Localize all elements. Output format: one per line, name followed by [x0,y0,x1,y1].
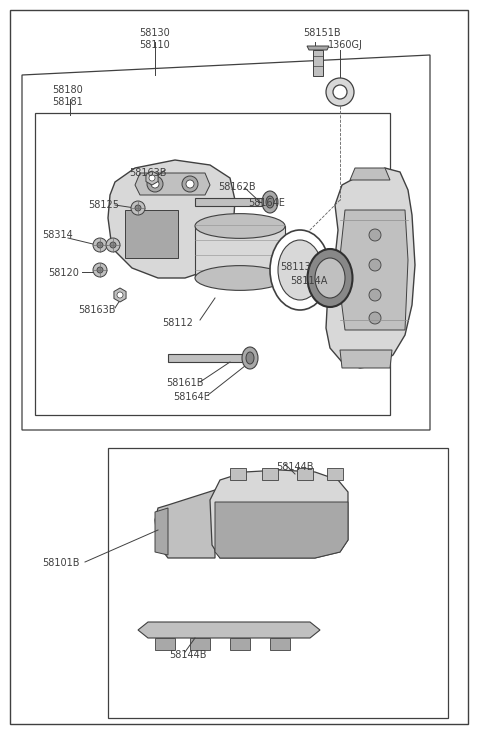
Polygon shape [230,638,250,650]
Ellipse shape [308,249,352,307]
Ellipse shape [246,352,254,364]
Text: 58151B: 58151B [303,28,341,38]
Text: 58144B: 58144B [169,650,207,660]
Polygon shape [350,168,390,180]
Circle shape [182,176,198,192]
Polygon shape [327,468,343,480]
Polygon shape [195,198,268,206]
Circle shape [369,259,381,271]
Text: 58120: 58120 [48,268,79,278]
Ellipse shape [315,258,345,298]
Text: 58130: 58130 [140,28,170,38]
Text: 58101B: 58101B [42,558,80,568]
Circle shape [369,229,381,241]
Text: 58110: 58110 [140,40,170,50]
Circle shape [369,312,381,324]
Ellipse shape [242,347,258,369]
Circle shape [333,85,347,99]
Bar [108,448,448,718]
Polygon shape [190,638,210,650]
Circle shape [110,242,116,248]
Text: 58180: 58180 [52,85,83,95]
Polygon shape [270,638,290,650]
Polygon shape [125,210,178,258]
Circle shape [147,176,163,192]
Polygon shape [114,288,126,302]
Circle shape [149,175,155,181]
Text: 58125: 58125 [88,200,119,210]
Polygon shape [155,638,175,650]
Polygon shape [338,210,408,330]
Circle shape [135,205,141,211]
Circle shape [93,263,107,277]
Circle shape [93,238,107,252]
Polygon shape [195,226,285,278]
Text: 58164E: 58164E [174,392,210,402]
Polygon shape [340,350,392,368]
Text: 58161B: 58161B [166,378,204,388]
Circle shape [97,242,103,248]
Circle shape [97,267,103,273]
Polygon shape [297,468,313,480]
Polygon shape [108,160,235,278]
Polygon shape [135,173,210,195]
Polygon shape [262,468,278,480]
Polygon shape [155,490,215,558]
Polygon shape [210,470,348,558]
Polygon shape [215,502,348,558]
Circle shape [106,238,120,252]
Ellipse shape [266,196,274,208]
Circle shape [326,78,354,106]
Text: 58112: 58112 [163,318,193,328]
Polygon shape [307,46,329,50]
Circle shape [369,289,381,301]
Circle shape [151,180,159,188]
Text: 58114A: 58114A [290,276,327,286]
Ellipse shape [195,214,285,239]
Ellipse shape [262,191,278,213]
Text: 58163B: 58163B [129,168,167,178]
Ellipse shape [195,266,285,291]
Polygon shape [146,171,158,185]
Text: 58164E: 58164E [248,198,285,208]
Text: 58113: 58113 [280,262,311,272]
Ellipse shape [270,230,330,310]
Circle shape [186,180,194,188]
Circle shape [117,292,123,298]
Text: 58162B: 58162B [218,182,256,192]
Text: 58314: 58314 [42,230,73,240]
Polygon shape [326,168,415,368]
Ellipse shape [278,240,322,300]
Polygon shape [168,354,248,362]
Circle shape [131,201,145,215]
Text: 58144B: 58144B [276,462,314,472]
Polygon shape [313,50,323,76]
Polygon shape [138,622,320,638]
Polygon shape [155,508,168,555]
Text: 58181: 58181 [52,97,83,107]
Text: 1360GJ: 1360GJ [327,40,362,50]
Polygon shape [230,468,246,480]
Text: 58163B: 58163B [78,305,116,315]
